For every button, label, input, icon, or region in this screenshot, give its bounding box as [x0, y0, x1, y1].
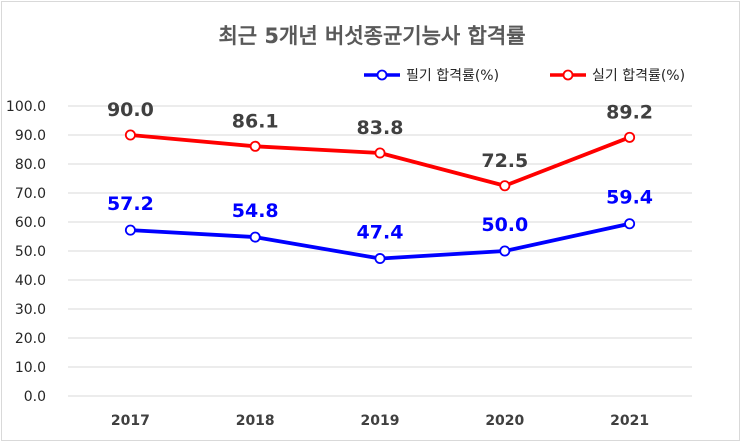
y-tick-label: 20.0: [15, 331, 46, 347]
data-point-pilgi: [249, 231, 261, 243]
x-tick-label: 2019: [361, 413, 400, 429]
data-label-silgi: 83.8: [357, 117, 404, 139]
y-tick-label: 70.0: [15, 186, 46, 202]
data-point-pilgi: [124, 224, 136, 236]
data-label-pilgi: 47.4: [357, 222, 404, 244]
data-label-pilgi: 59.4: [606, 187, 653, 209]
x-tick-label: 2017: [111, 413, 150, 429]
y-axis: 100.0 90.0 80.0 70.0 60.0 50.0 40.0 30.0 20.0 10.…: [6, 99, 46, 405]
data-label-silgi: 72.5: [481, 150, 528, 172]
y-tick-label: 30.0: [15, 302, 46, 318]
data-point-silgi: [249, 140, 261, 152]
legend-label-pilgi: 필기 합격률(%): [406, 68, 499, 84]
y-tick-label: 40.0: [15, 273, 46, 289]
y-tick-label: 90.0: [15, 128, 46, 144]
data-label-pilgi: 50.0: [481, 214, 528, 236]
data-point-pilgi: [499, 245, 511, 257]
data-point-silgi: [374, 147, 386, 159]
legend: 필기 합격률(%) 실기 합격률(%): [364, 68, 685, 84]
x-tick-label: 2021: [610, 413, 649, 429]
x-tick-label: 2020: [485, 413, 524, 429]
data-point-pilgi: [624, 218, 636, 230]
series-lines: [124, 129, 636, 265]
y-tick-label: 60.0: [15, 215, 46, 231]
legend-label-silgi: 실기 합격률(%): [592, 68, 685, 84]
y-tick-label: 100.0: [6, 99, 46, 115]
y-tick-label: 0.0: [24, 389, 46, 405]
data-point-silgi: [499, 180, 511, 192]
data-label-silgi: 89.2: [606, 101, 653, 123]
y-tick-label: 80.0: [15, 157, 46, 173]
legend-marker-pilgi: [376, 69, 388, 81]
x-tick-label: 2018: [236, 413, 275, 429]
x-axis: 2017 2018 2019 2020 2021: [111, 413, 649, 429]
data-point-silgi: [624, 131, 636, 143]
data-label-silgi: 86.1: [232, 110, 279, 132]
y-tick-label: 50.0: [15, 244, 46, 260]
data-point-silgi: [124, 129, 136, 141]
data-label-pilgi: 57.2: [107, 193, 154, 215]
legend-marker-silgi: [562, 69, 574, 81]
gridlines: [68, 105, 692, 397]
y-tick-label: 10.0: [15, 360, 46, 376]
data-labels: 57.2 54.8 47.4 50.0 59.4 90.0 86.1 83.8 72.5 89.2: [107, 99, 653, 244]
series-line-silgi: [128, 133, 632, 188]
data-point-pilgi: [374, 253, 386, 265]
data-label-silgi: 90.0: [107, 99, 154, 121]
data-label-pilgi: 54.8: [232, 200, 279, 222]
chart-title: 최근 5개년 버섯종균기능사 합격률: [218, 24, 525, 48]
